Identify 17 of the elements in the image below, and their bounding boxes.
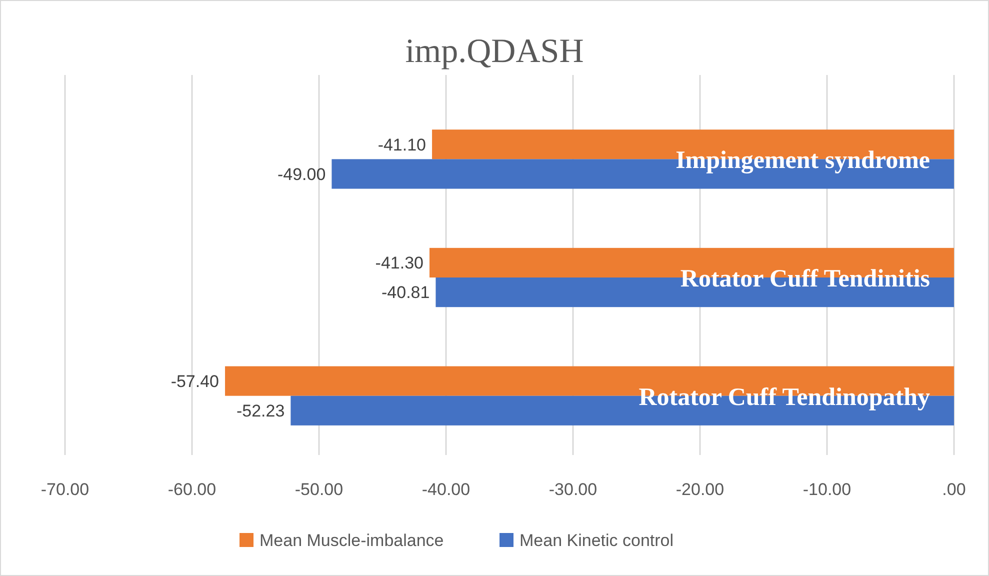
data-label: -52.23 bbox=[236, 402, 285, 421]
x-tick-label: .00 bbox=[942, 480, 966, 499]
data-label: -57.40 bbox=[170, 372, 220, 391]
data-label: -40.81 bbox=[382, 283, 430, 302]
x-tick-label: -20.00 bbox=[676, 480, 724, 499]
data-label: -41.10 bbox=[378, 135, 426, 154]
x-tick-label: -10.00 bbox=[802, 480, 852, 499]
data-label: -49.00 bbox=[277, 164, 326, 184]
x-tick-label: -40.00 bbox=[422, 480, 470, 499]
data-label: -41.30 bbox=[375, 254, 424, 273]
x-tick-label: -50.00 bbox=[294, 480, 344, 499]
legend-label: Mean Kinetic control bbox=[520, 530, 674, 550]
legend-label: Mean Muscle-imbalance bbox=[260, 530, 444, 550]
chart-title: imp.QDASH bbox=[405, 33, 584, 70]
x-tick-label: -30.00 bbox=[548, 480, 598, 499]
x-tick-label: -60.00 bbox=[168, 480, 216, 499]
x-tick-label: -70.00 bbox=[40, 480, 90, 499]
